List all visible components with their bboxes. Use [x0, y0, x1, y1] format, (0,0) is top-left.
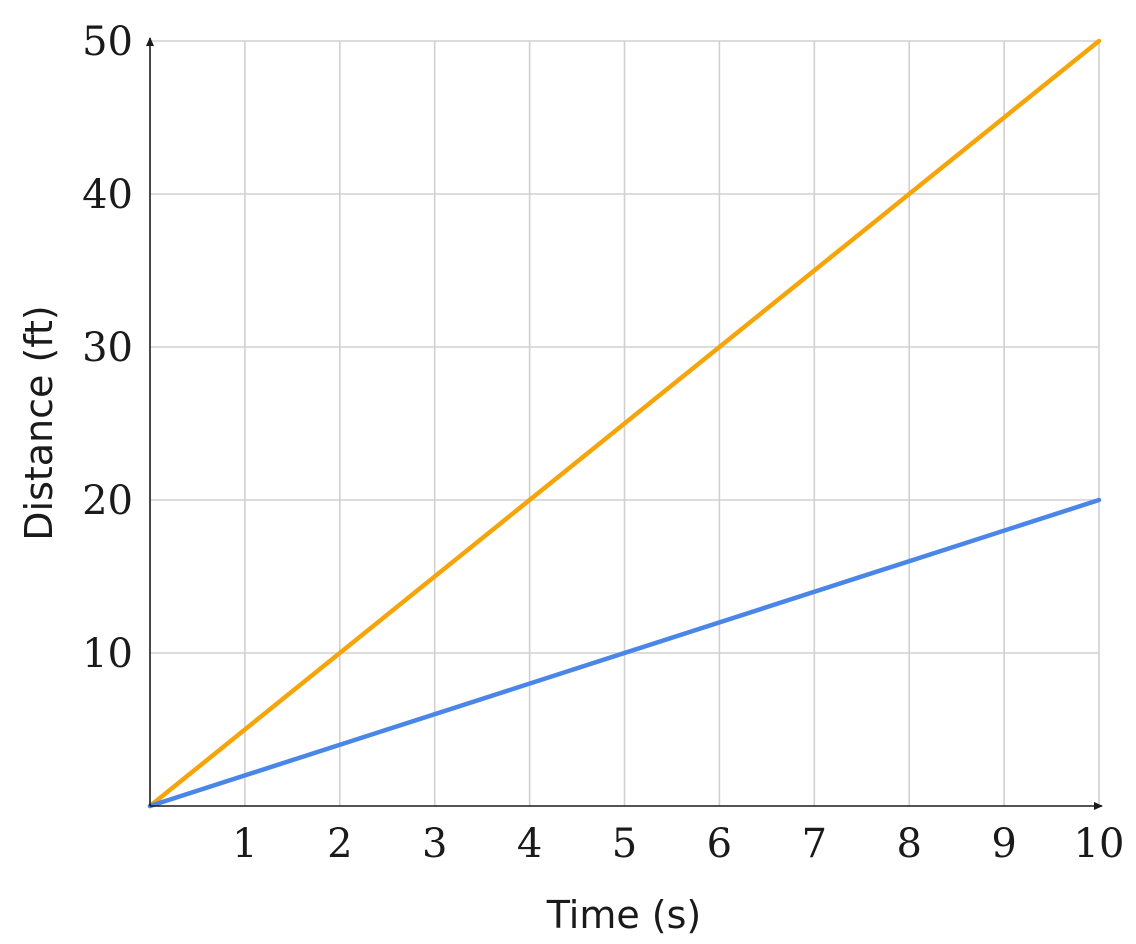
series-line-2 — [147, 497, 1102, 809]
y-tick-label-20: 20 — [82, 478, 133, 524]
x-tick-label-3: 3 — [422, 821, 447, 867]
y-tick-label-10: 10 — [82, 631, 133, 677]
axes — [146, 37, 1103, 810]
series-group — [147, 38, 1102, 809]
x-tick-label-5: 5 — [612, 821, 637, 867]
x-tick-label-8: 8 — [896, 821, 921, 867]
x-tick-label-10: 10 — [1074, 821, 1125, 867]
y-tick-label-50: 50 — [82, 19, 133, 65]
y-tick-label-30: 30 — [82, 325, 133, 371]
y-tick-label-40: 40 — [82, 172, 133, 218]
x-tick-label-1: 1 — [232, 821, 257, 867]
series-line-1 — [147, 38, 1102, 809]
x-tick-label-6: 6 — [707, 821, 732, 867]
tick-labels: 1 2 3 4 5 6 7 8 9 10 10 20 30 40 50 — [82, 19, 1124, 867]
x-tick-label-7: 7 — [802, 821, 827, 867]
x-axis-title: Time (s) — [546, 893, 702, 937]
x-tick-label-4: 4 — [517, 821, 542, 867]
x-tick-label-9: 9 — [991, 821, 1016, 867]
x-tick-label-2: 2 — [327, 821, 352, 867]
y-axis-title: Distance (ft) — [17, 305, 61, 541]
